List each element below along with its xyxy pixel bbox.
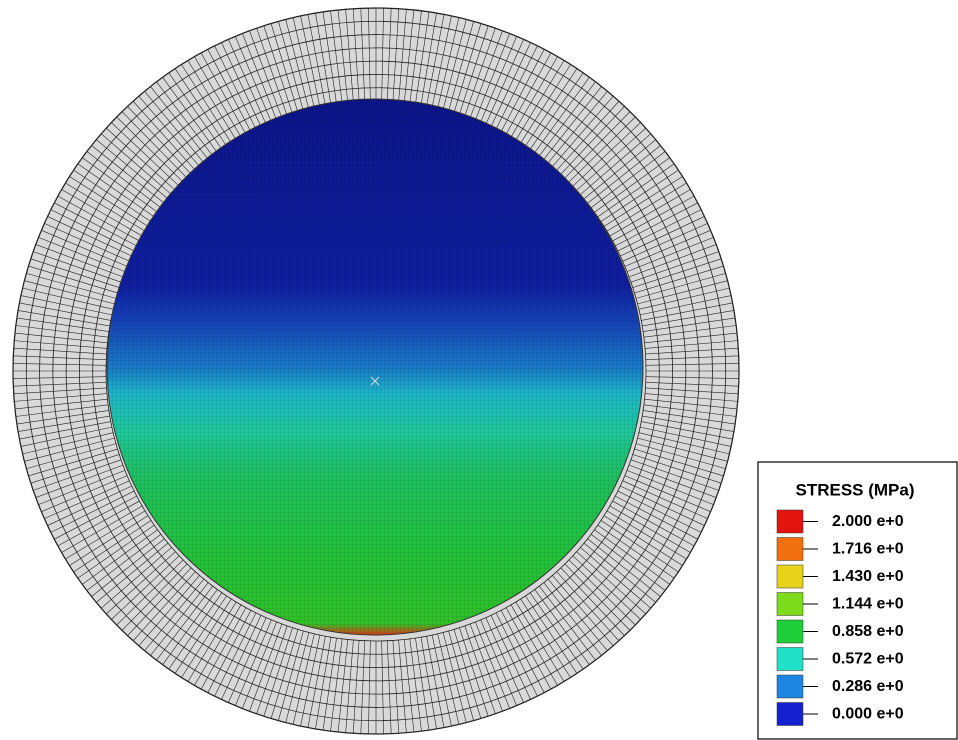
legend-swatch (777, 648, 803, 671)
legend-label: 0.286 e+0 (832, 678, 904, 695)
legend-swatch (777, 538, 803, 561)
legend-swatch (777, 510, 803, 533)
page: STRESS (MPa) 2.000 e+0 1.716 e+0 1.430 e+0… (0, 0, 958, 740)
legend-label: 1.144 e+0 (832, 596, 904, 613)
legend-label: 0.000 e+0 (832, 706, 904, 723)
legend-label: 0.572 e+0 (832, 651, 904, 668)
legend-label: 1.430 e+0 (832, 568, 904, 585)
legend-swatch (777, 565, 803, 588)
legend-swatch (777, 675, 803, 698)
legend-swatch (777, 593, 803, 616)
legend: STRESS (MPa) 2.000 e+0 1.716 e+0 1.430 e+0… (758, 462, 957, 739)
legend-label: 2.000 e+0 (832, 513, 904, 530)
legend-title: STRESS (MPa) (795, 480, 914, 499)
legend-label: 0.858 e+0 (832, 623, 904, 640)
legend-swatch (777, 620, 803, 643)
figure: STRESS (MPa) 2.000 e+0 1.716 e+0 1.430 e+0… (0, 0, 958, 740)
legend-label: 1.716 e+0 (832, 541, 904, 558)
legend-swatch (777, 703, 803, 726)
